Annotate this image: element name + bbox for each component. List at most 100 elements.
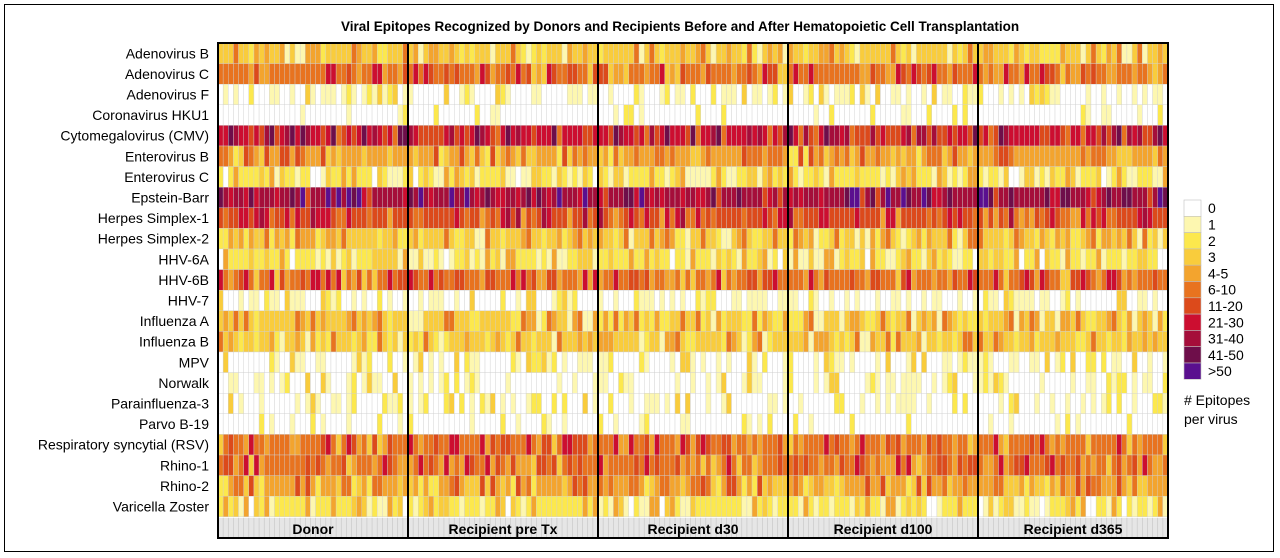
- heatmap-cell: [608, 372, 614, 394]
- heatmap-cell: [454, 228, 460, 250]
- heatmap-cell: [1003, 145, 1010, 167]
- heatmap-cell: [700, 393, 707, 415]
- heatmap-cell: [664, 331, 671, 353]
- heatmap-cell: [587, 496, 594, 518]
- heatmap-cell: [1095, 104, 1102, 126]
- heatmap-cell: [669, 63, 676, 85]
- heatmap-cell: [864, 413, 871, 435]
- heatmap-cell: [1095, 496, 1102, 518]
- heatmap-cell: [284, 393, 291, 415]
- heatmap-cell: [608, 104, 614, 126]
- heatmap-cell: [371, 496, 378, 518]
- heatmap-cell: [561, 248, 568, 270]
- heatmap-cell: [469, 393, 475, 415]
- heatmap-cell: [582, 83, 588, 105]
- heatmap-cell: [685, 475, 691, 497]
- heatmap-cell: [926, 413, 932, 435]
- heatmap-cell: [1065, 186, 1071, 208]
- heatmap-cell: [679, 393, 686, 415]
- heatmap-cell: [946, 248, 953, 270]
- heatmap-cell: [459, 454, 465, 476]
- heatmap-cell: [864, 207, 871, 229]
- heatmap-cell: [674, 228, 681, 250]
- heatmap-cell: [582, 372, 588, 394]
- heatmap-cell: [479, 290, 486, 312]
- heatmap-cell: [243, 207, 250, 229]
- heatmap-cell: [633, 496, 640, 518]
- heatmap-cell: [1152, 125, 1158, 147]
- heatmap-cell: [1136, 372, 1143, 394]
- heatmap-cell: [248, 413, 255, 435]
- heatmap-cell: [792, 125, 799, 147]
- group-label: Recipient pre Tx: [449, 521, 558, 537]
- heatmap-cell: [849, 393, 855, 415]
- heatmap-cell: [1111, 269, 1117, 291]
- heatmap-cell: [500, 125, 506, 147]
- heatmap-cell: [222, 125, 229, 147]
- heatmap-cell: [854, 454, 861, 476]
- heatmap-cell: [859, 248, 866, 270]
- heatmap-cell: [238, 186, 244, 208]
- heatmap-cell: [649, 63, 655, 85]
- heatmap-cell: [736, 145, 742, 167]
- heatmap-cell: [890, 248, 897, 270]
- heatmap-cell: [1080, 145, 1087, 167]
- heatmap-cell: [443, 290, 450, 312]
- heatmap-cell: [700, 145, 707, 167]
- heatmap-cell: [1024, 310, 1030, 332]
- heatmap-cell: [685, 434, 691, 456]
- heatmap-cell: [849, 186, 855, 208]
- heatmap-cell: [551, 290, 558, 312]
- heatmap-cell: [854, 83, 861, 105]
- heatmap-cell: [885, 310, 891, 332]
- heatmap-cell: [638, 248, 645, 270]
- heatmap-cell: [946, 290, 953, 312]
- heatmap-cell: [520, 393, 527, 415]
- heatmap-cell: [228, 83, 234, 105]
- heatmap-cell: [911, 475, 917, 497]
- heatmap-cell: [818, 125, 825, 147]
- heatmap-cell: [613, 434, 619, 456]
- heatmap-cell: [546, 186, 552, 208]
- heatmap-cell: [479, 186, 486, 208]
- heatmap-cell: [982, 83, 989, 105]
- heatmap-cell: [305, 269, 311, 291]
- heatmap-cell: [269, 125, 275, 147]
- heatmap-cell: [531, 372, 537, 394]
- heatmap-cell: [859, 186, 866, 208]
- heatmap-cell: [351, 145, 357, 167]
- heatmap-cell: [258, 207, 265, 229]
- heatmap-cell: [1095, 125, 1102, 147]
- heatmap-cell: [628, 166, 635, 188]
- heatmap-cell: [489, 290, 496, 312]
- heatmap-cell: [1090, 475, 1097, 497]
- heatmap-cell: [1080, 413, 1087, 435]
- heatmap-cell: [464, 454, 470, 476]
- heatmap-cell: [721, 63, 727, 85]
- heatmap-cell: [346, 42, 352, 64]
- heatmap-cell: [1034, 83, 1040, 105]
- heatmap-cell: [510, 228, 517, 250]
- heatmap-cell: [392, 290, 398, 312]
- heatmap-cell: [248, 393, 255, 415]
- heatmap-cell: [510, 331, 517, 353]
- heatmap-cell: [269, 372, 275, 394]
- heatmap-cell: [392, 207, 398, 229]
- heatmap-cell: [834, 228, 840, 250]
- heatmap-cell: [1080, 269, 1087, 291]
- heatmap-cell: [741, 413, 748, 435]
- heatmap-cell: [767, 228, 773, 250]
- heatmap-cell: [289, 228, 296, 250]
- heatmap-cell: [679, 413, 686, 435]
- heatmap-cell: [710, 351, 717, 373]
- heatmap-cell: [741, 290, 748, 312]
- heatmap-cell: [356, 228, 362, 250]
- heatmap-cell: [772, 393, 778, 415]
- heatmap-cell: [844, 434, 850, 456]
- heatmap-cell: [664, 83, 671, 105]
- heatmap-cell: [638, 83, 645, 105]
- heatmap-cell: [1080, 496, 1087, 518]
- heatmap-cell: [1054, 372, 1061, 394]
- heatmap-cell: [941, 372, 948, 394]
- heatmap-cell: [613, 228, 619, 250]
